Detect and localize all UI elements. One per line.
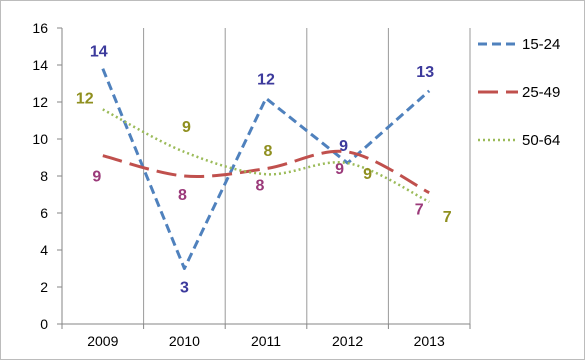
y-tick-label: 0 (40, 316, 48, 332)
data-label: 12 (257, 71, 275, 88)
data-label: 3 (180, 280, 189, 297)
y-tick-label: 12 (32, 94, 48, 110)
legend-label: 50-64 (522, 132, 560, 149)
y-tick-label: 6 (40, 205, 48, 221)
legend-label: 15-24 (522, 36, 560, 53)
y-tick-label: 4 (40, 242, 48, 258)
y-tick-label: 14 (32, 57, 48, 73)
series-line-15-24 (101, 68, 431, 270)
y-tick-label: 8 (40, 168, 48, 184)
data-label: 9 (339, 138, 348, 155)
data-label: 14 (90, 44, 108, 61)
y-tick-label: 2 (40, 279, 48, 295)
data-label: 9 (182, 119, 191, 136)
series-line-25-49 (102, 149, 430, 195)
y-tick-label: 16 (32, 20, 48, 36)
data-label: 9 (335, 161, 344, 178)
x-tick-label: 2010 (169, 333, 200, 349)
x-tick-label: 2009 (87, 333, 118, 349)
data-label: 8 (264, 143, 273, 160)
data-label: 7 (443, 209, 452, 226)
x-tick-label: 2012 (332, 333, 363, 349)
y-tick-label: 10 (32, 131, 48, 147)
x-tick-label: 2011 (251, 333, 281, 349)
legend-label: 25-49 (522, 84, 560, 101)
data-label: 7 (415, 202, 424, 219)
data-label: 13 (416, 64, 434, 81)
data-label: 8 (256, 178, 265, 195)
x-tick-label: 2013 (414, 333, 445, 349)
data-label: 12 (76, 90, 94, 107)
data-label: 8 (178, 187, 187, 204)
series-line-50-64 (102, 108, 430, 204)
data-label: 9 (92, 169, 101, 186)
data-label: 9 (363, 166, 372, 183)
